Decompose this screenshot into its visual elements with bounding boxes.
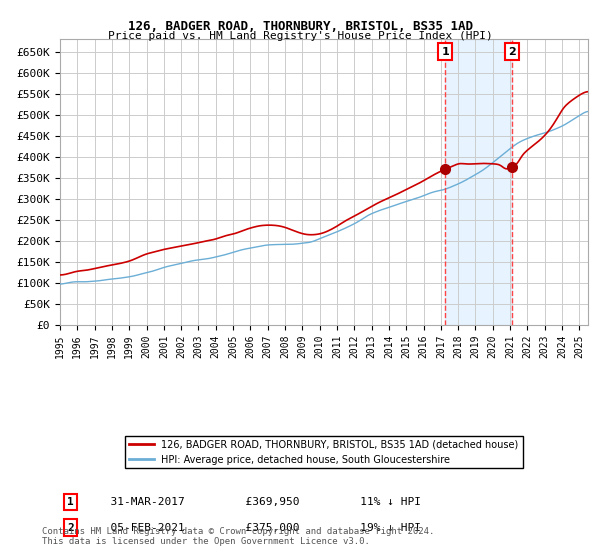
Bar — [445, 39, 512, 325]
Text: Price paid vs. HM Land Registry's House Price Index (HPI): Price paid vs. HM Land Registry's House … — [107, 31, 493, 41]
Legend: 126, BADGER ROAD, THORNBURY, BRISTOL, BS35 1AD (detached house), HPI: Average pr: 126, BADGER ROAD, THORNBURY, BRISTOL, BS… — [125, 436, 523, 469]
Text: 2: 2 — [508, 47, 516, 57]
Text: 1: 1 — [442, 47, 449, 57]
Text: 2: 2 — [67, 522, 74, 533]
Text: Contains HM Land Registry data © Crown copyright and database right 2024.
This d: Contains HM Land Registry data © Crown c… — [42, 526, 434, 546]
Text: 05-FEB-2021         £375,000         19% ↓ HPI: 05-FEB-2021 £375,000 19% ↓ HPI — [97, 522, 421, 533]
Text: 1: 1 — [67, 497, 74, 507]
Text: 31-MAR-2017         £369,950         11% ↓ HPI: 31-MAR-2017 £369,950 11% ↓ HPI — [97, 497, 421, 507]
Text: 126, BADGER ROAD, THORNBURY, BRISTOL, BS35 1AD: 126, BADGER ROAD, THORNBURY, BRISTOL, BS… — [128, 20, 473, 32]
